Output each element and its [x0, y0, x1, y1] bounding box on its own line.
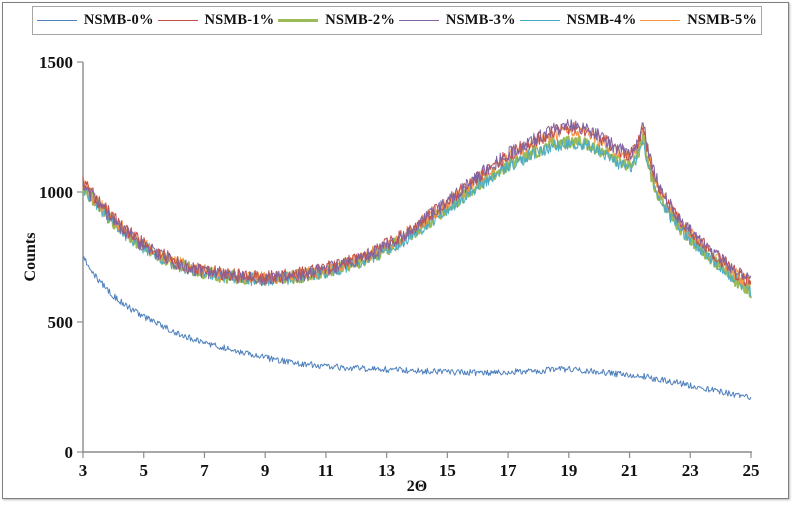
- legend-line-swatch: [519, 19, 560, 22]
- x-tick-label: 19: [560, 461, 577, 480]
- x-tick-label: 25: [743, 461, 760, 480]
- legend-item-nsmb-0%: NSMB-0%: [36, 12, 154, 29]
- legend-item-nsmb-5%: NSMB-5%: [640, 12, 757, 29]
- series-line-nsmb-0%: [82, 256, 752, 401]
- x-tick-label: 3: [79, 461, 88, 480]
- y-tick-label: 1000: [39, 183, 73, 202]
- legend-line-swatch: [640, 19, 681, 22]
- legend-line-swatch: [278, 19, 319, 22]
- x-tick-label: 5: [139, 461, 148, 480]
- legend-line-swatch: [157, 19, 198, 22]
- legend-label: NSMB-3%: [445, 12, 516, 28]
- y-tick-label: 1500: [39, 53, 73, 72]
- legend-line-swatch: [398, 19, 439, 22]
- y-tick-label: 500: [48, 313, 74, 332]
- series-line-nsmb-3%: [82, 119, 752, 286]
- x-tick-label: 7: [200, 461, 209, 480]
- series-line-nsmb-4%: [82, 139, 752, 297]
- legend-label: NSMB-0%: [83, 12, 154, 28]
- x-tick-label: 23: [682, 461, 699, 480]
- legend-label: NSMB-5%: [687, 12, 758, 28]
- legend-item-nsmb-2%: NSMB-2%: [278, 12, 395, 29]
- x-tick-label: 11: [318, 461, 334, 480]
- legend-line-swatch: [36, 19, 77, 22]
- y-tick-label: 0: [65, 443, 74, 462]
- legend-label: NSMB-1%: [204, 12, 275, 28]
- x-tick-label: 13: [378, 461, 395, 480]
- x-tick-label: 17: [500, 461, 518, 480]
- legend-label: NSMB-2%: [325, 12, 396, 28]
- y-axis-title: Counts: [22, 232, 39, 282]
- legend-item-nsmb-3%: NSMB-3%: [398, 12, 516, 29]
- legend-item-nsmb-4%: NSMB-4%: [519, 12, 637, 29]
- legend-label: NSMB-4%: [566, 12, 637, 28]
- x-axis-title: 2Θ: [406, 478, 428, 495]
- x-tick-label: 21: [621, 461, 638, 480]
- x-tick-label: 9: [261, 461, 270, 480]
- x-tick-label: 15: [439, 461, 456, 480]
- plot-area: 0 500 1000 1500 3 5 7 9 11 13 15 17 19 21 23 25: [39, 53, 760, 480]
- legend: NSMB-0% NSMB-1% NSMB-2% NSMB-3% NSMB-4% NSMB-…: [32, 6, 762, 35]
- series-line-nsmb-5%: [82, 122, 752, 287]
- legend-item-nsmb-1%: NSMB-1%: [157, 12, 275, 29]
